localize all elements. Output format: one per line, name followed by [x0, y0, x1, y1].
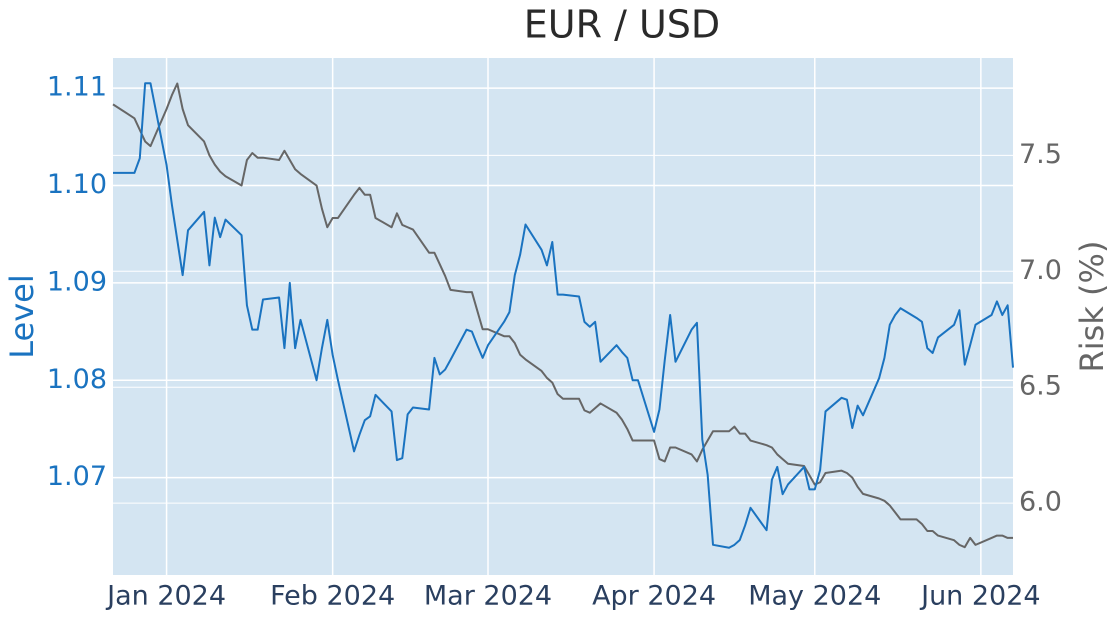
- x-tick-label: May 2024: [748, 581, 881, 612]
- y2-tick-label: 6.5: [1019, 371, 1062, 402]
- x-tick-label: Feb 2024: [270, 581, 395, 612]
- y2-tick-label: 6.0: [1019, 487, 1062, 518]
- y-tick-label: 1.09: [47, 266, 107, 297]
- x-tick-label: Apr 2024: [592, 581, 716, 612]
- y2-tick-label: 7.5: [1019, 139, 1062, 170]
- data-line: [112, 82, 1013, 549]
- plot-area: [113, 58, 1013, 575]
- chart-title: EUR / USD: [524, 3, 720, 47]
- y-tick-label: 1.10: [47, 169, 107, 200]
- x-tick-label: Mar 2024: [424, 581, 552, 612]
- x-tick-label: Jun 2024: [919, 581, 1040, 612]
- y-tick-label: 1.11: [47, 72, 107, 103]
- y-tick-label: 1.08: [47, 364, 107, 395]
- y-axis-title: Level: [3, 274, 41, 358]
- y2-tick-label: 7.0: [1019, 255, 1062, 286]
- y-tick-label: 1.07: [47, 461, 107, 492]
- x-tick-label: Jan 2024: [105, 581, 226, 612]
- y2-axis-title: Risk (%): [1073, 241, 1111, 373]
- data-line: [113, 82, 1014, 549]
